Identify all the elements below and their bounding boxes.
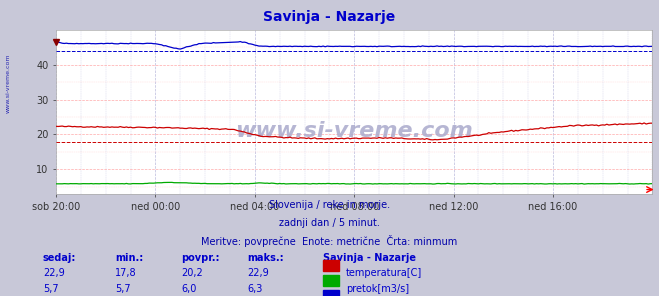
Text: temperatura[C]: temperatura[C]: [346, 268, 422, 279]
Text: sedaj:: sedaj:: [43, 253, 76, 263]
Text: maks.:: maks.:: [247, 253, 284, 263]
Text: 17,8: 17,8: [115, 268, 137, 279]
Text: Meritve: povprečne  Enote: metrične  Črta: minmum: Meritve: povprečne Enote: metrične Črta:…: [202, 235, 457, 247]
Text: pretok[m3/s]: pretok[m3/s]: [346, 284, 409, 294]
Text: min.:: min.:: [115, 253, 144, 263]
Text: Slovenija / reke in morje.: Slovenija / reke in morje.: [269, 200, 390, 210]
Text: zadnji dan / 5 minut.: zadnji dan / 5 minut.: [279, 218, 380, 228]
Text: 22,9: 22,9: [43, 268, 65, 279]
Text: Savinja - Nazarje: Savinja - Nazarje: [264, 10, 395, 24]
Text: 6,3: 6,3: [247, 284, 262, 294]
Text: povpr.:: povpr.:: [181, 253, 219, 263]
Text: Savinja - Nazarje: Savinja - Nazarje: [323, 253, 416, 263]
Text: 5,7: 5,7: [43, 284, 59, 294]
Text: www.si-vreme.com: www.si-vreme.com: [235, 121, 473, 141]
Text: 5,7: 5,7: [115, 284, 131, 294]
Text: www.si-vreme.com: www.si-vreme.com: [5, 53, 11, 113]
Text: 22,9: 22,9: [247, 268, 269, 279]
Text: 20,2: 20,2: [181, 268, 203, 279]
Text: 6,0: 6,0: [181, 284, 196, 294]
